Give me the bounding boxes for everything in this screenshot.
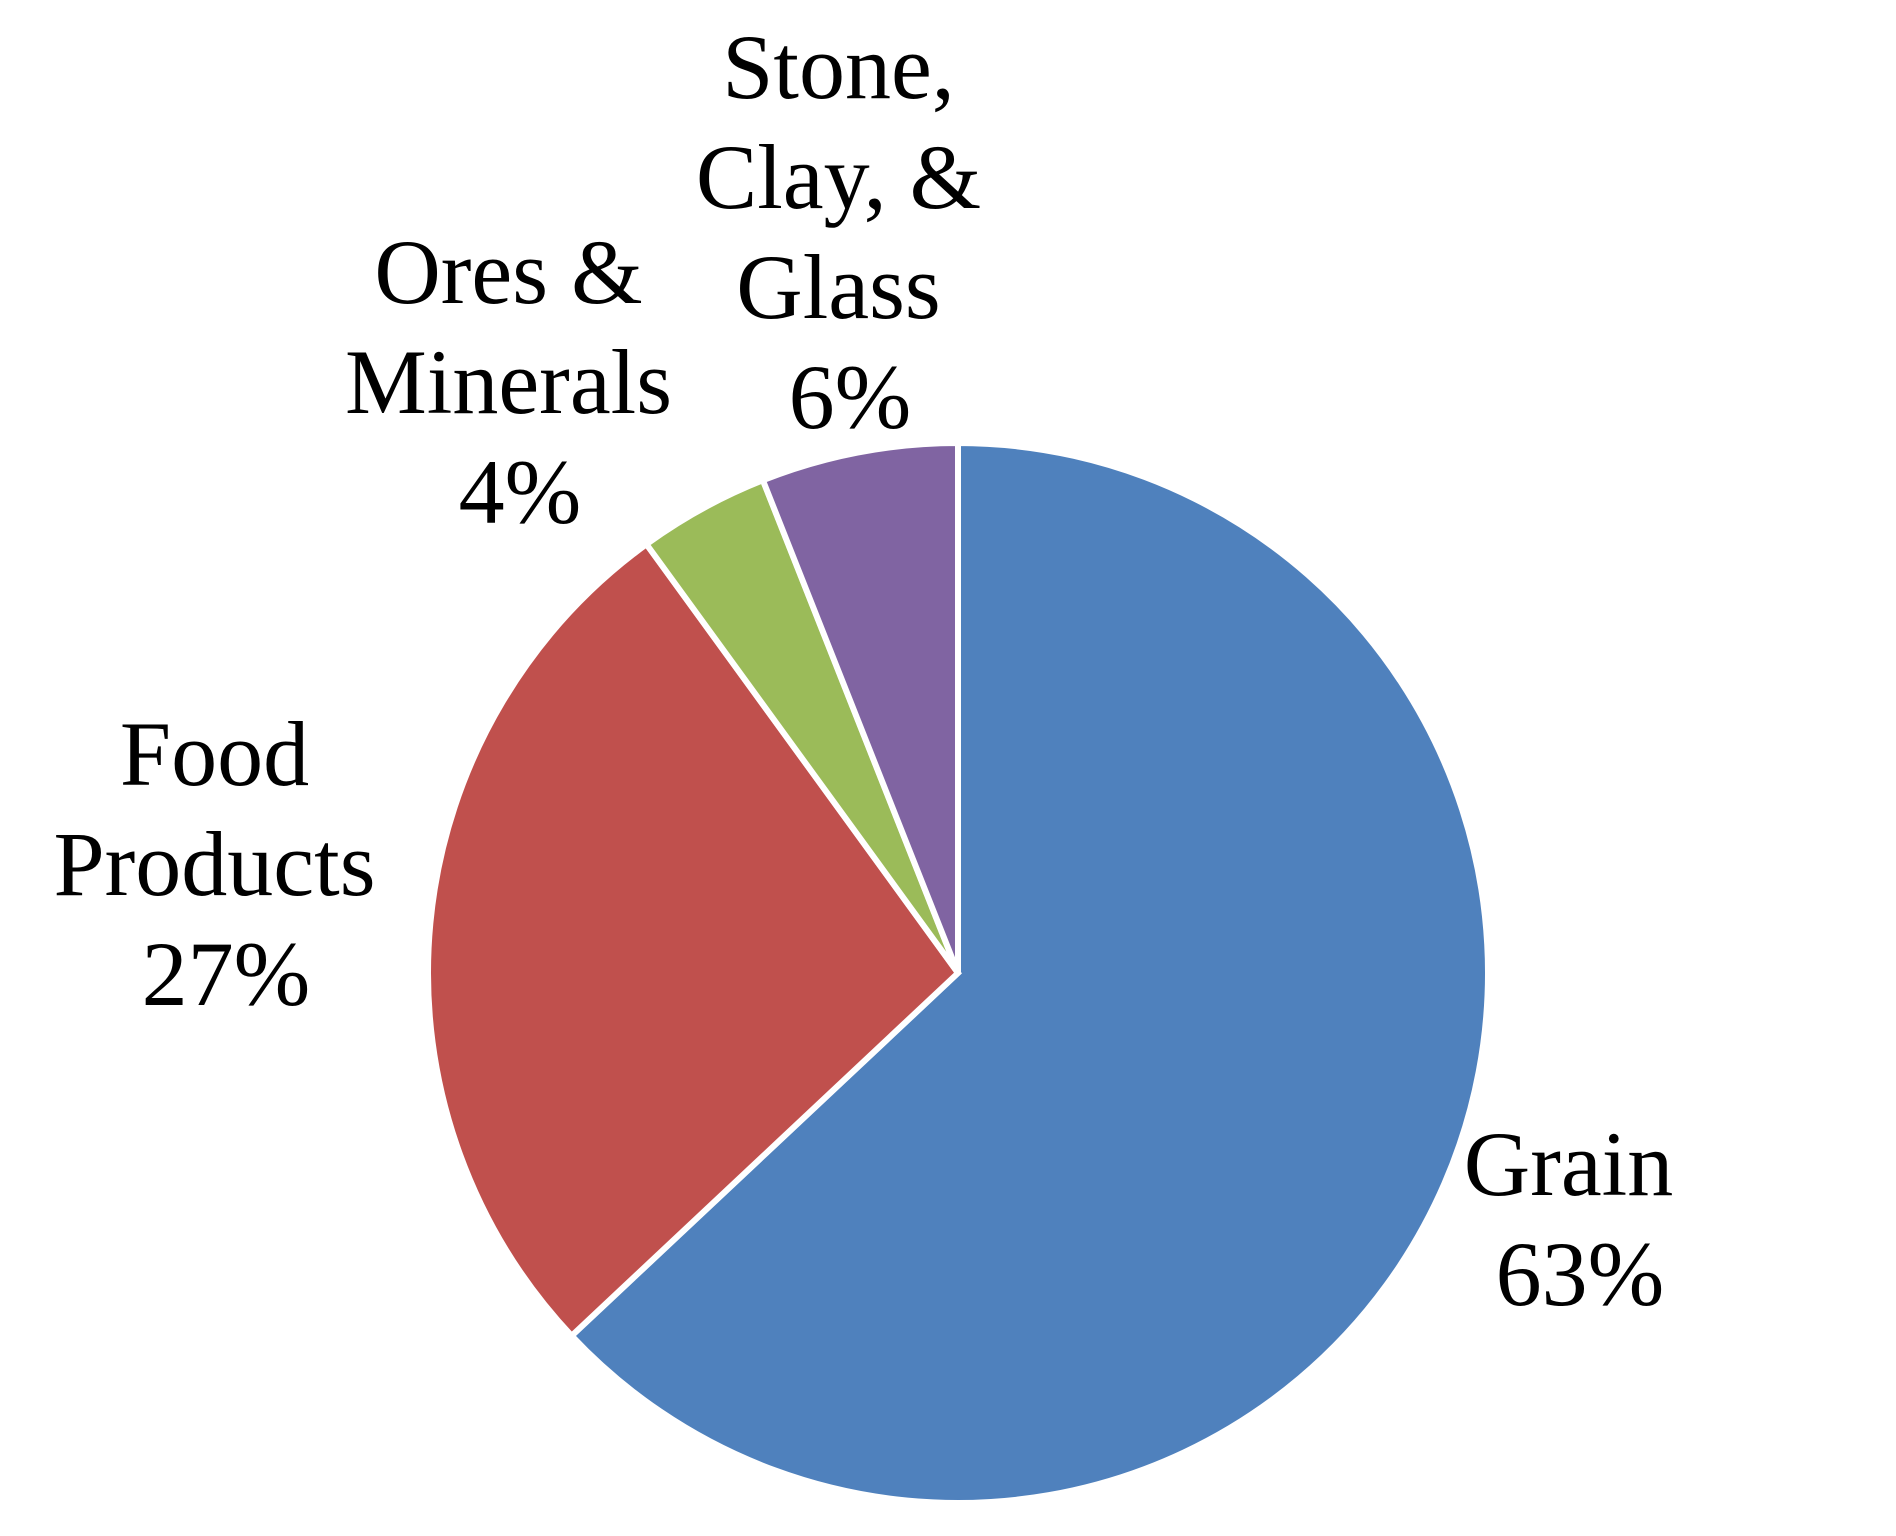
slice-grain: [567, 439, 1491, 1506]
label-grain-line-1: Grain: [1464, 1113, 1673, 1215]
label-ores-percent: 4%: [459, 441, 582, 543]
label-food-line-2: Products: [54, 813, 376, 915]
label-stone-line-3: Glass: [736, 236, 940, 338]
label-ores-minerals: Ores & Minerals 4%: [345, 221, 695, 543]
slice-food: [425, 540, 962, 1341]
label-ores-line-2: Minerals: [345, 331, 672, 433]
pie-slices: [425, 439, 1491, 1506]
label-stone-line-1: Stone,: [722, 16, 955, 118]
label-food-line-1: Food: [120, 703, 309, 805]
label-grain-percent: 63%: [1496, 1223, 1665, 1325]
label-ores-line-1: Ores &: [374, 221, 642, 323]
label-stone-line-2: Clay, &: [696, 126, 981, 228]
label-grain: Grain 63%: [1464, 1113, 1696, 1325]
label-stone-clay-glass: Stone, Clay, & Glass 6%: [696, 16, 1004, 448]
label-food-percent: 27%: [142, 923, 311, 1025]
slice-stone: [758, 439, 961, 975]
label-stone-percent: 6%: [789, 346, 912, 448]
label-food-products: Food Products 27%: [54, 703, 399, 1025]
